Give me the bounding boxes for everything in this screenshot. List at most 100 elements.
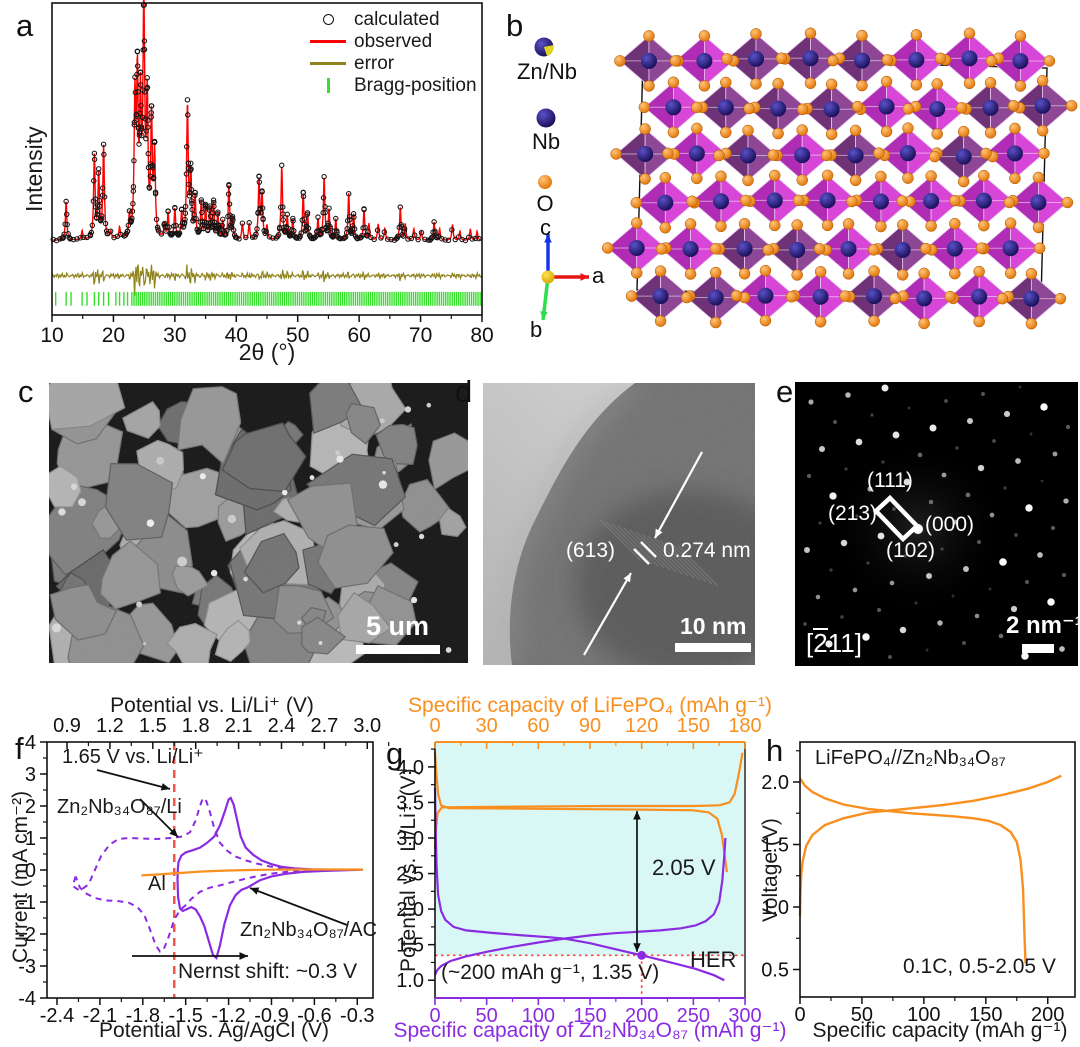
panel-label-d: d [455, 374, 473, 409]
svg-text:-2.1: -2.1 [83, 1005, 117, 1027]
legend-label-observed: observed [354, 30, 433, 52]
h-curve-charge [798, 774, 1062, 916]
svg-text:-1.5: -1.5 [168, 1005, 202, 1027]
svg-text:2.0: 2.0 [761, 772, 789, 794]
svg-text:100: 100 [907, 1004, 940, 1026]
svg-text:-0.9: -0.9 [254, 1005, 288, 1027]
cv-ref-annotation: 1.65 V vs. Li/Li⁺ [62, 746, 204, 768]
svg-text:90: 90 [579, 715, 601, 737]
panel-label-f: f [15, 731, 24, 766]
svg-text:1.5: 1.5 [761, 835, 789, 857]
svg-text:30: 30 [163, 324, 186, 347]
panel-label-a: a [16, 8, 34, 43]
oxygen-atoms [601, 27, 1078, 330]
cv-top-axis-title: Potential vs. Li/Li⁺ (V) [110, 694, 314, 717]
svg-text:20: 20 [102, 324, 125, 347]
legend-label-zn-nb: Zn/Nb [517, 59, 577, 84]
svg-text:60: 60 [347, 324, 370, 347]
saed-spot-111: (111) [867, 469, 913, 492]
g-gap-annotation: 2.05 V [652, 855, 716, 880]
g-y-axis-title: Potential vs. Li/Li⁺ (V) [397, 768, 420, 972]
svg-text:300: 300 [728, 1005, 761, 1027]
svg-text:-4: -4 [18, 988, 36, 1010]
xrd-calculated-points [50, 2, 482, 244]
legend-label-calculated: calculated [354, 8, 440, 30]
svg-text:-1.2: -1.2 [211, 1005, 245, 1027]
h-frame: 0 50 100 150 200 0.5 1.0 1.5 2.0 [761, 741, 1076, 1026]
svg-text:50: 50 [851, 1004, 873, 1026]
h-condition-annotation: 0.1C, 0.5-2.05 V [903, 955, 1056, 978]
svg-text:50: 50 [286, 324, 309, 347]
svg-text:60: 60 [527, 715, 549, 737]
svg-text:10: 10 [40, 324, 63, 347]
svg-text:150: 150 [969, 1004, 1002, 1026]
bragg-tick-icon [308, 78, 348, 93]
tem-image [483, 383, 755, 665]
h-chart [798, 774, 1062, 964]
xrd-x-axis-title: 2θ (°) [238, 339, 296, 365]
nb-sphere-icon [536, 108, 556, 128]
svg-text:-1.8: -1.8 [126, 1005, 160, 1027]
g-stability-region [436, 742, 744, 956]
g-point-annotation: (~200 mAh g⁻¹, 1.35 V) [441, 961, 660, 984]
svg-text:200: 200 [625, 1005, 658, 1027]
calculated-marker-icon [308, 14, 348, 25]
observed-line-icon [308, 40, 348, 43]
cv-ac-cell-annotation: Zn₂Nb₃₄O₈₇/AC [240, 919, 378, 941]
svg-text:180: 180 [728, 715, 761, 737]
svg-text:30: 30 [476, 715, 498, 737]
tem-plane-label: (613) [566, 539, 616, 562]
svg-text:1.8: 1.8 [182, 715, 210, 737]
svg-text:200: 200 [1031, 1004, 1064, 1026]
g-her-annotation: HER [690, 947, 737, 972]
svg-text:1.2: 1.2 [96, 715, 124, 737]
tem-dspacing-label: 0.274 nm [663, 539, 751, 562]
cv-frame: -2.4 -2.1 -1.8 -1.5 -1.2 -0.9 -0.6 -0.3 0.9 1.2 1.… [18, 715, 390, 1027]
svg-text:0: 0 [429, 1005, 440, 1027]
svg-text:2.0: 2.0 [396, 899, 424, 921]
cv-y-axis-title: Current (mA cm⁻²) [9, 790, 32, 963]
svg-text:1.0: 1.0 [761, 897, 789, 919]
structure-axes-icon [540, 234, 589, 321]
svg-text:150: 150 [677, 715, 710, 737]
g-curve-2 [433, 788, 725, 982]
cv-nernst-annotation: Nernst shift: ~0.3 V [178, 960, 358, 983]
axis-label-b: b [530, 317, 543, 342]
tem-annotations [583, 451, 751, 656]
svg-text:50: 50 [476, 1005, 498, 1027]
saed-spot-213: (213) [828, 502, 878, 525]
saed-spot-102: (102) [886, 539, 936, 562]
axis-label-a: a [592, 263, 605, 288]
svg-text:2.4: 2.4 [268, 715, 296, 737]
xrd-frame: 10 20 30 40 50 60 70 80 [40, 2, 494, 347]
svg-text:0.5: 0.5 [761, 960, 789, 982]
o-sphere-icon [538, 175, 552, 189]
svg-text:4.0: 4.0 [396, 757, 424, 779]
structure-legend-icons [534, 37, 556, 189]
tem-scale-bar [675, 643, 751, 652]
saed-scale-label: 2 nm⁻¹ [1006, 612, 1080, 639]
svg-text:1.0: 1.0 [396, 970, 424, 992]
svg-text:0: 0 [794, 1004, 805, 1026]
tem-scale-label: 10 nm [680, 613, 747, 639]
panel-label-c: c [18, 374, 34, 409]
svg-text:1: 1 [25, 828, 36, 850]
svg-text:40: 40 [225, 324, 248, 347]
svg-text:150: 150 [573, 1005, 606, 1027]
svg-text:0: 0 [25, 860, 36, 882]
legend-label-error: error [354, 52, 395, 74]
g-her-point [637, 950, 647, 960]
svg-text:-1: -1 [18, 892, 36, 914]
cv-bottom-axis-title: Potential vs. Ag/AgCl (V) [99, 1019, 329, 1042]
saed-image [795, 382, 1078, 666]
svg-text:-0.6: -0.6 [297, 1005, 331, 1027]
svg-text:2.1: 2.1 [225, 715, 253, 737]
h-x-axis-title: Specific capacity (mAh g⁻¹) [812, 1019, 1068, 1042]
svg-text:250: 250 [677, 1005, 710, 1027]
saed-cell-outline [872, 494, 921, 543]
cv-curve-1 [176, 796, 364, 961]
g-bottom-axis-title: Specific capacity of Zn₂Nb₃₄O₈₇ (mAh g⁻¹… [393, 1019, 787, 1042]
legend-label-bragg: Bragg-position [354, 74, 477, 96]
g-chart [433, 742, 745, 998]
